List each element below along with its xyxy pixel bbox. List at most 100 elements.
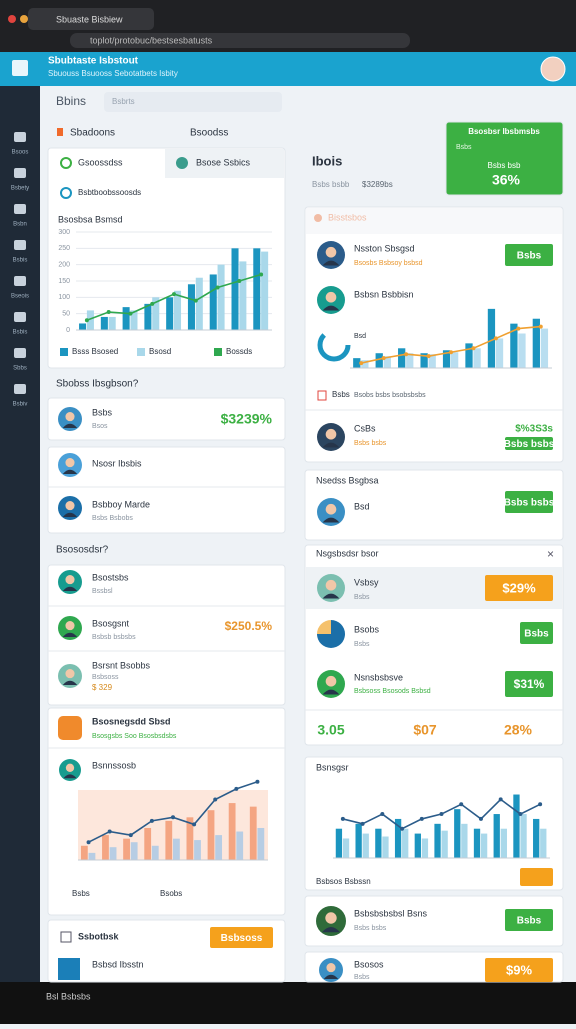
bar [207,810,215,860]
button-label: Bsbsoss [221,933,263,944]
card-title: Bsnsgsr [316,762,349,772]
card-tab: Bsose Ssbics [196,157,251,167]
tab[interactable] [28,8,154,30]
bar [152,297,160,330]
avatar[interactable] [540,56,566,82]
sidebar-icon[interactable] [14,168,26,178]
label: Bsbs bsbs [354,925,387,932]
icon [60,931,72,943]
button[interactable] [520,622,553,644]
label: Nsosr Ibsbis [92,458,142,468]
logo [12,60,28,76]
sidebar-label: Bseois [11,294,29,300]
sidebar-icon[interactable] [14,240,26,250]
card [445,121,564,196]
bar [102,835,109,860]
bar [540,328,549,368]
y-tick-label: 0 [66,327,70,334]
label: Bsosgsbs Soo Bsosbsdsbs [92,733,177,740]
avatar-head [325,291,337,303]
sidebar-label: Sbbs [13,366,27,372]
avatar-head [65,458,75,468]
label: Bsbboy Marde [92,499,150,509]
bar [398,348,406,368]
label: Bsbs [332,390,350,399]
button-label: Bsbs [517,251,542,262]
avatar-body [322,442,340,448]
sidebar-icon[interactable] [14,276,26,286]
header-bar [306,208,562,234]
y-tick-label: 50 [62,311,70,318]
bar [80,845,88,860]
avatar-body [62,469,78,474]
label: Bsbs bsbb [312,180,350,189]
button[interactable] [520,868,553,886]
sidebar-icon[interactable] [14,132,26,142]
label: Bsnnssosb [92,760,136,770]
sidebar-icon[interactable] [14,384,26,394]
y-tick-label: 250 [58,245,70,252]
bar [100,316,108,330]
avatar-body [62,586,78,591]
button[interactable] [505,437,553,450]
avatar-body [323,974,339,979]
bar [361,360,369,368]
row-icon [60,187,72,199]
search-input[interactable] [104,92,282,112]
label: Bsbsd Ibsstn [92,959,144,969]
bar [434,823,441,858]
legend-label: Bossds [226,347,252,356]
bar [402,828,409,858]
sidebar-icon[interactable] [14,204,26,214]
button[interactable] [505,244,553,266]
y-tick-label: 300 [58,229,70,236]
bar [165,820,173,860]
taskbar [0,982,576,1024]
label: Bsbs Bsbobs [92,515,133,522]
stat: $07 [413,722,437,738]
card [47,446,286,534]
avatar-body [62,423,78,428]
avatar-body [322,927,340,933]
avatar-head [325,428,337,440]
value: $29% [502,580,536,595]
bar [454,809,461,858]
tab-icon [60,157,72,169]
avatar-head [326,963,336,973]
sidebar-icon[interactable] [14,348,26,358]
label: Bsd [354,501,370,511]
label: Bsbs bsb [488,161,521,170]
app-title: Sbubtaste Isbstout [48,56,139,67]
label: Bsosbs Bsbsoy bsbsd [354,260,423,267]
legend-label: Bsss Bsosed [72,347,118,356]
card-title: Nsedss Bsgbsa [316,475,379,485]
sidebar-label: Bsbis [13,258,28,264]
bar [510,323,518,368]
section-tab: Bsoodss [190,128,228,139]
button[interactable] [505,909,553,931]
label: Bsbs [72,889,90,898]
chart-title: Bsosbsa Bsmsd [58,214,123,224]
bar [520,814,527,858]
section-tab: Sbadoons [70,128,115,139]
sidebar-icon[interactable] [14,312,26,322]
label: $3289bs [362,180,393,189]
label: Bsbs bsbs [354,440,387,447]
button[interactable] [210,927,273,948]
label: Bsos [92,423,108,430]
bar [130,842,138,860]
taskbar-label: Bsl Bsbsbs [46,991,91,1001]
bar [215,835,223,860]
stat: 3.05 [317,722,344,738]
card [47,564,286,706]
avatar-body [322,593,340,599]
bar [473,828,481,858]
button[interactable] [505,491,553,513]
bar [194,840,201,860]
close[interactable]: × [547,547,554,561]
bar [173,838,180,860]
card-tab: Gsoossdss [78,157,123,167]
bar [174,290,182,330]
url-bar[interactable] [70,33,410,48]
